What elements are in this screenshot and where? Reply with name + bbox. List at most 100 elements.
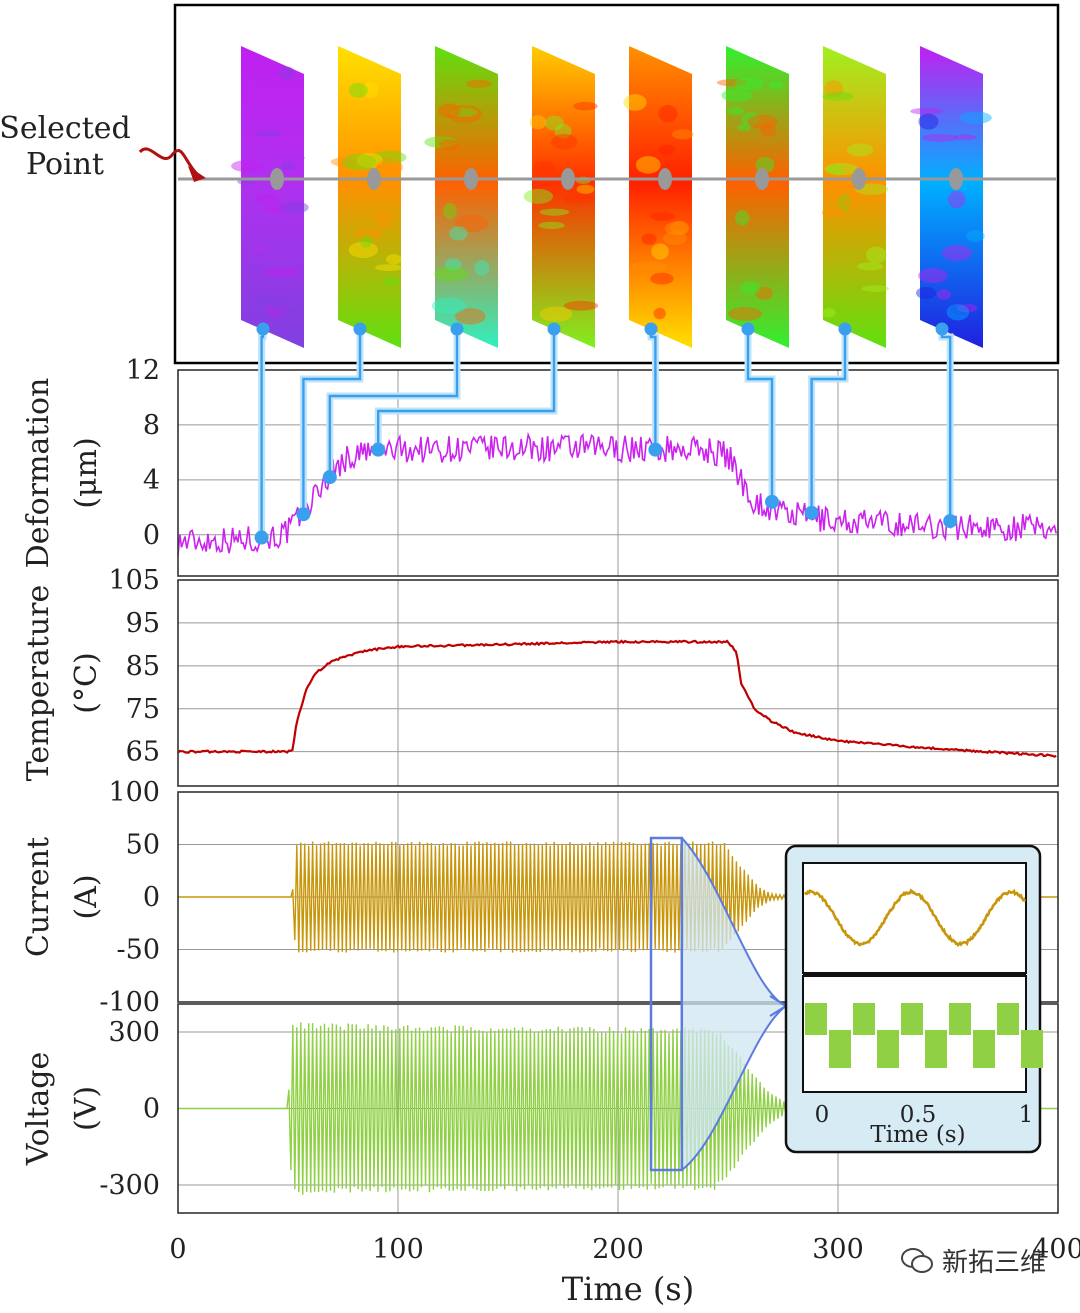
x-tick-label: 300: [812, 1234, 864, 1265]
deformation-ytick-label: 12: [126, 355, 160, 386]
thermal-map-blob: [356, 152, 383, 168]
thermal-map-blob: [671, 129, 694, 140]
panel-deformation: 0 4 8 12 Deformation (μm): [21, 355, 1059, 577]
thermal-map-blob: [454, 214, 489, 233]
thermal-map-blob: [371, 150, 407, 165]
thermal-map-blob: [953, 134, 977, 141]
thermal-map-blob: [272, 297, 302, 316]
inset-voltage-low: [925, 1030, 947, 1068]
temperature-ytick-label: 75: [126, 694, 160, 725]
deformation-ytick-label: 8: [143, 410, 160, 441]
wechat-icon: [900, 1247, 933, 1273]
thermal-map-blob: [736, 123, 751, 132]
voltage-ylabel-line1: Voltage: [21, 1052, 56, 1166]
thermal-map-blob: [382, 277, 400, 287]
thermal-map-blob: [941, 244, 972, 262]
thermal-map-blob: [755, 286, 773, 300]
thermal-map-frame: [173, 3, 1060, 365]
selected-point-marker: [464, 168, 478, 190]
thermal-map-blob: [946, 303, 970, 321]
thermal-map-blob: [360, 235, 373, 248]
selected-markers: [270, 168, 963, 190]
selected-label-line2: Point: [26, 147, 104, 182]
thermal-map-blob: [918, 113, 939, 130]
thermal-map-blob: [735, 210, 750, 226]
thermal-map-blob: [760, 124, 777, 138]
thermal-map-blob: [734, 77, 764, 91]
thermal-map-blob: [330, 157, 358, 167]
thermal-map-blob: [650, 212, 675, 222]
thermal-map-blob: [623, 94, 647, 111]
thermal-map-blob: [231, 159, 265, 173]
thermal-map-blob: [651, 243, 669, 260]
thermal-map-blob: [443, 202, 457, 219]
thermal-map-blob: [641, 233, 657, 245]
thermal-map-blob: [747, 114, 778, 130]
thermal-map-blob: [841, 190, 877, 197]
thermal-map-blob: [376, 158, 403, 175]
inset-voltage-high: [901, 1003, 923, 1035]
thermal-map-blob: [716, 79, 748, 87]
inset-voltage-high: [949, 1003, 971, 1035]
thermal-map-6: [726, 46, 789, 348]
thermal-map-blob: [861, 285, 890, 292]
thermal-map-blob: [658, 144, 675, 156]
zoom-group: 0 0.5 1 Time (s): [649, 836, 1043, 1172]
current-ytick-label: 50: [126, 830, 160, 861]
thermal-map-blob: [838, 194, 852, 211]
voltage-ytick-label: -300: [99, 1170, 160, 1201]
x-tick-label: 0: [169, 1234, 186, 1265]
thermal-map-3: [435, 46, 498, 348]
deformation-frame: [177, 369, 1059, 577]
thermal-map-blob: [824, 163, 859, 176]
zoom-edge-bottom: [681, 1005, 787, 1171]
panel-temperature: 65 75 85 95 105 Temperature (°C): [21, 565, 1059, 787]
deformation-selected-point: [648, 442, 663, 457]
current-ytick-label: 0: [143, 882, 160, 913]
selected-point-marker: [755, 168, 769, 190]
selected-arrow-head: [188, 166, 206, 182]
inset-x-tick-label: 1: [1019, 1102, 1034, 1128]
thermal-map-blob: [865, 246, 887, 264]
thermal-map-blob: [281, 161, 296, 170]
inset-voltage-high: [805, 1003, 827, 1035]
voltage-ylabel-line2: (V): [69, 1086, 104, 1131]
thermal-map-blob: [348, 82, 368, 98]
thermal-map-blob: [374, 211, 394, 229]
thermal-map-blob: [385, 254, 402, 265]
thermal-map-blob: [915, 286, 937, 300]
temperature-ytick-label: 95: [126, 608, 160, 639]
thermal-map-blob: [250, 296, 287, 308]
selected-label-line1: Selected: [0, 111, 131, 146]
selected-arrow-shaft: [138, 147, 198, 175]
inset-voltage-low: [1021, 1030, 1043, 1068]
zoom-edge-top: [681, 837, 787, 1007]
connector-line: [377, 329, 556, 450]
temperature-ylabel-line1: Temperature: [21, 585, 56, 782]
thermal-map-5: [629, 46, 692, 348]
thermal-map-blob: [533, 161, 556, 174]
connector-start-dot: [935, 322, 949, 336]
thermal-map-blob: [348, 241, 378, 259]
connector-line: [302, 329, 362, 515]
thermal-map-blob: [922, 133, 958, 142]
inset-current-line: [803, 888, 1027, 948]
deformation-selected-point: [296, 507, 311, 522]
thermal-map-blob: [437, 103, 461, 119]
watermark-text: 新拓三维: [941, 1248, 1046, 1278]
thermal-map-blob: [444, 258, 462, 272]
thermal-map-blob: [768, 81, 783, 90]
selected-point-marker: [561, 168, 575, 190]
thermal-map-blob: [523, 188, 554, 204]
x-tick-label: 200: [592, 1234, 644, 1265]
thermal-map-blob: [434, 266, 469, 282]
selected-point-marker: [270, 168, 284, 190]
thermal-map-blob: [857, 262, 884, 271]
connector-line: [810, 329, 847, 513]
thermal-map-blob: [959, 111, 992, 125]
connector-start-dot: [741, 322, 755, 336]
thermal-map-blob: [670, 220, 689, 236]
inset-voltage-high: [997, 1003, 1019, 1035]
voltage-frame: [177, 1003, 1059, 1214]
